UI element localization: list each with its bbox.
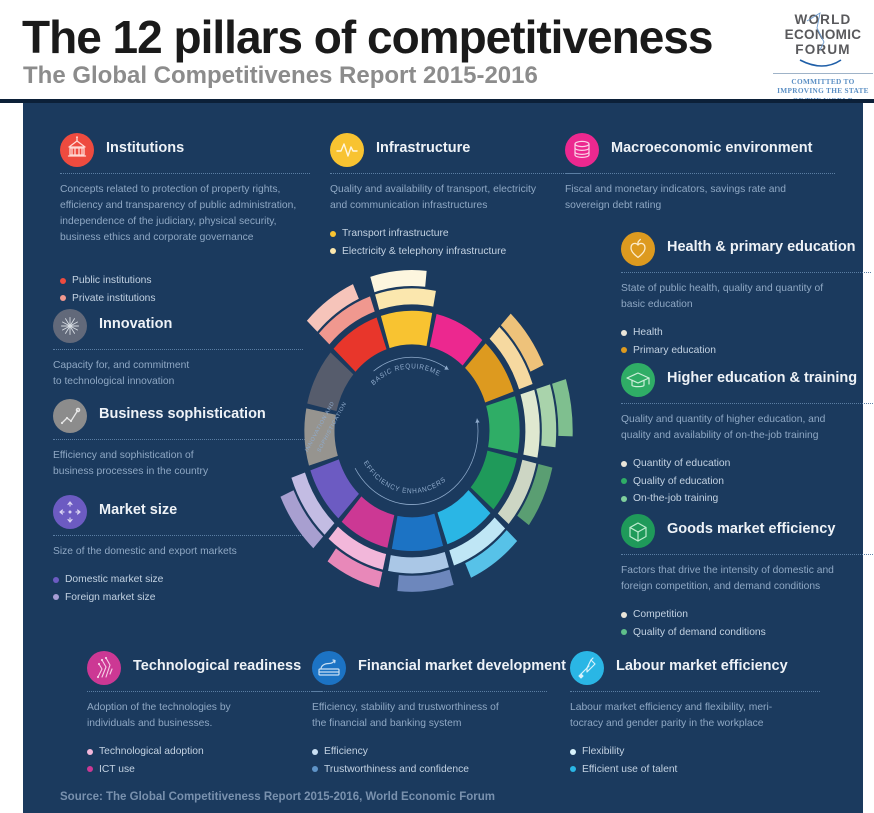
svg-text:WORLD: WORLD — [795, 12, 852, 27]
